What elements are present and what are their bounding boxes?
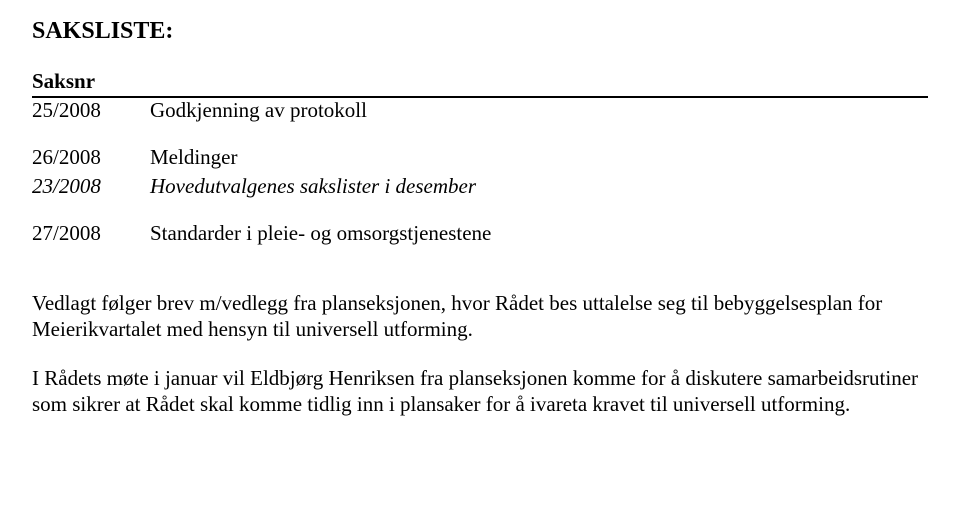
table-header-row: Saksnr [32, 69, 928, 97]
cell-title: Meldinger [150, 127, 928, 174]
page-heading: SAKSLISTE: [32, 18, 928, 45]
cell-title: Standarder i pleie- og omsorgstjenestene [150, 203, 928, 250]
paragraph: Vedlagt følger brev m/vedlegg fra planse… [32, 290, 928, 343]
table-row: 27/2008Standarder i pleie- og omsorgstje… [32, 203, 928, 250]
paragraph: I Rådets møte i januar vil Eldbjørg Henr… [32, 365, 928, 418]
cell-title: Hovedutvalgenes sakslister i desember [150, 174, 928, 203]
header-saksnr: Saksnr [32, 69, 150, 97]
table-row: 23/2008Hovedutvalgenes sakslister i dese… [32, 174, 928, 203]
cell-saksnr: 25/2008 [32, 97, 150, 127]
table-row: 25/2008Godkjenning av protokoll [32, 97, 928, 127]
document-page: SAKSLISTE: Saksnr 25/2008Godkjenning av … [0, 0, 960, 459]
cell-saksnr: 27/2008 [32, 203, 150, 250]
body-text: Vedlagt følger brev m/vedlegg fra planse… [32, 290, 928, 417]
cell-saksnr: 26/2008 [32, 127, 150, 174]
saksliste-table: Saksnr 25/2008Godkjenning av protokoll26… [32, 69, 928, 250]
cell-saksnr: 23/2008 [32, 174, 150, 203]
cell-title: Godkjenning av protokoll [150, 97, 928, 127]
header-title [150, 69, 928, 97]
table-row: 26/2008Meldinger [32, 127, 928, 174]
